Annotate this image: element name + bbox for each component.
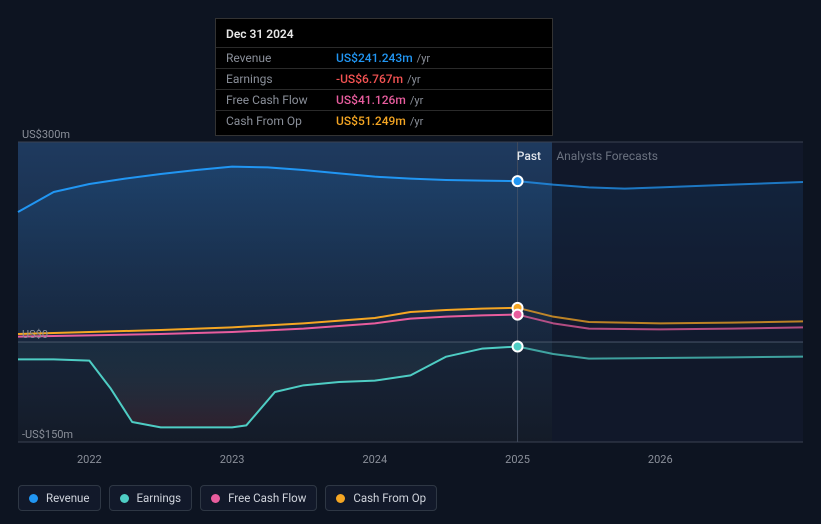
legend-item[interactable]: Free Cash Flow xyxy=(200,485,317,511)
tooltip-row: Earnings-US$6.767m/yr xyxy=(216,68,552,89)
legend-item-label: Free Cash Flow xyxy=(228,491,306,505)
legend-dot-icon xyxy=(211,494,220,503)
legend-item-label: Revenue xyxy=(46,491,90,505)
tooltip-row-value: US$241.243m xyxy=(336,51,413,65)
tooltip-row-label: Earnings xyxy=(226,72,336,86)
section-label-past: Past xyxy=(517,149,541,163)
tooltip-row: RevenueUS$241.243m/yr xyxy=(216,47,552,68)
tooltip-row-value: US$41.126m xyxy=(336,93,406,107)
legend-item[interactable]: Earnings xyxy=(109,485,193,511)
tooltip-row-label: Free Cash Flow xyxy=(226,93,336,107)
legend-item-label: Cash From Op xyxy=(353,491,426,505)
x-axis-label: 2023 xyxy=(220,453,245,466)
legend-dot-icon xyxy=(120,494,129,503)
y-axis-label: US$300m xyxy=(22,128,70,141)
tooltip-row: Free Cash FlowUS$41.126m/yr xyxy=(216,89,552,110)
legend-item-label: Earnings xyxy=(137,491,182,505)
x-axis-label: 2026 xyxy=(648,453,673,466)
legend-item[interactable]: Cash From Op xyxy=(325,485,437,511)
tooltip-row: Cash From OpUS$51.249m/yr xyxy=(216,110,552,131)
tooltip-row-label: Cash From Op xyxy=(226,114,336,128)
tooltip-row-unit: /yr xyxy=(407,73,420,86)
legend-dot-icon xyxy=(29,494,38,503)
x-axis-label: 2022 xyxy=(77,453,102,466)
tooltip-row-value: US$51.249m xyxy=(336,114,406,128)
tooltip-row-label: Revenue xyxy=(226,51,336,65)
x-axis-label: 2024 xyxy=(362,453,387,466)
tooltip-row-unit: /yr xyxy=(410,115,423,128)
tooltip-title: Dec 31 2024 xyxy=(216,27,552,47)
chart-legend: Revenue Earnings Free Cash Flow Cash From O… xyxy=(18,485,437,511)
legend-dot-icon xyxy=(336,494,345,503)
y-axis-label: -US$150m xyxy=(22,428,73,441)
y-axis-label: US$0 xyxy=(22,328,48,341)
tooltip-row-unit: /yr xyxy=(417,52,430,65)
legend-item[interactable]: Revenue xyxy=(18,485,101,511)
tooltip-row-value: -US$6.767m xyxy=(336,72,403,86)
financial-chart: Past Analysts Forecasts US$300m US$0 -US$1… xyxy=(0,0,821,524)
x-axis-label: 2025 xyxy=(505,453,530,466)
tooltip-row-unit: /yr xyxy=(410,94,423,107)
chart-tooltip: Dec 31 2024 RevenueUS$241.243m/yrEarning… xyxy=(215,18,553,136)
section-label-forecast: Analysts Forecasts xyxy=(556,149,658,163)
